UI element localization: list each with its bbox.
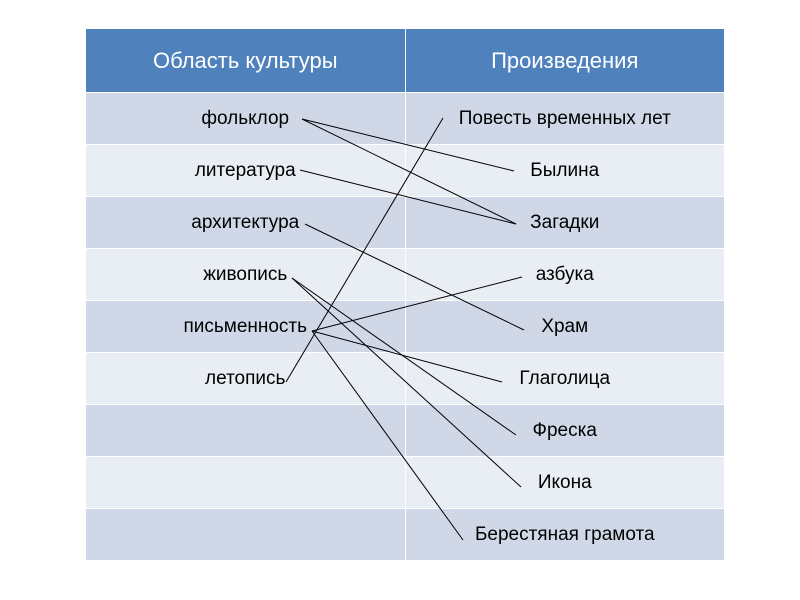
- work-azbuka: азбука: [406, 249, 725, 300]
- matching-table: Область культуры Произведения фольклор П…: [85, 28, 725, 562]
- work-glagolitsa: Глаголица: [406, 353, 725, 404]
- table-row: живопись азбука: [86, 249, 724, 301]
- table-row: Берестяная грамота: [86, 509, 724, 561]
- header-col-works: Произведения: [406, 29, 725, 92]
- table-row: Икона: [86, 457, 724, 509]
- table-header-row: Область культуры Произведения: [86, 29, 724, 93]
- culture-writing: письменность: [86, 301, 406, 352]
- work-zagadki: Загадки: [406, 197, 725, 248]
- culture-architecture: архитектура: [86, 197, 406, 248]
- work-bylina: Былина: [406, 145, 725, 196]
- culture-chronicle: летопись: [86, 353, 406, 404]
- table-row: летопись Глаголица: [86, 353, 724, 405]
- culture-empty-2: [86, 457, 406, 508]
- culture-folklore: фольклор: [86, 93, 406, 144]
- table-row: архитектура Загадки: [86, 197, 724, 249]
- table-row: фольклор Повесть временных лет: [86, 93, 724, 145]
- culture-empty-1: [86, 405, 406, 456]
- table-row: литература Былина: [86, 145, 724, 197]
- table-row: письменность Храм: [86, 301, 724, 353]
- work-berestyanaya: Берестяная грамота: [406, 509, 725, 560]
- work-povest: Повесть временных лет: [406, 93, 725, 144]
- table-row: Фреска: [86, 405, 724, 457]
- work-ikona: Икона: [406, 457, 725, 508]
- header-col-culture: Область культуры: [86, 29, 406, 92]
- work-khram: Храм: [406, 301, 725, 352]
- work-freska: Фреска: [406, 405, 725, 456]
- culture-empty-3: [86, 509, 406, 560]
- culture-painting: живопись: [86, 249, 406, 300]
- culture-literature: литература: [86, 145, 406, 196]
